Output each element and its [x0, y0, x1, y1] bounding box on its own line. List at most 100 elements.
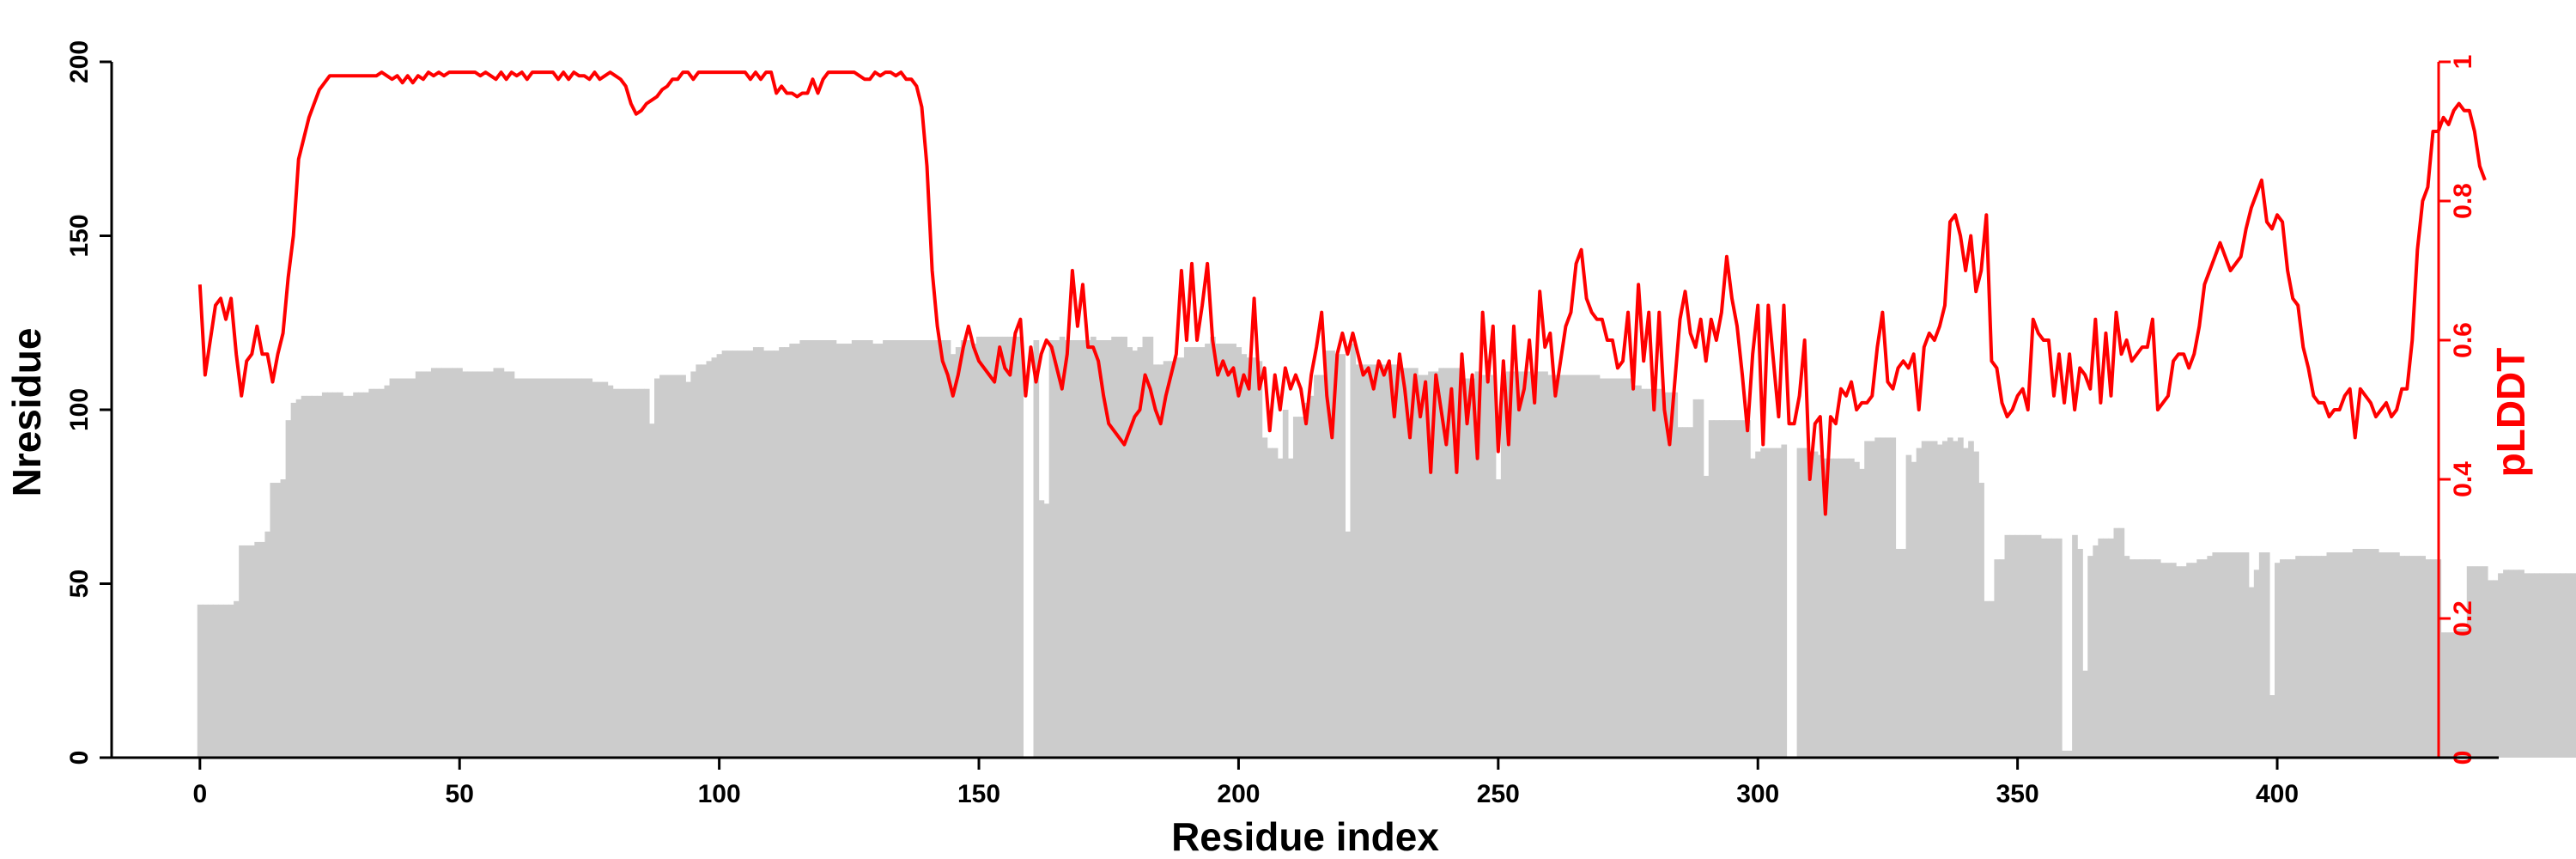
bar	[2372, 549, 2379, 758]
bar	[1479, 375, 1486, 758]
bar	[343, 395, 349, 758]
bar	[1137, 347, 1144, 758]
bar	[467, 371, 473, 758]
bar	[1667, 392, 1674, 758]
bar	[1656, 388, 1662, 758]
bar	[1319, 375, 1325, 758]
bar	[2160, 563, 2166, 758]
bar	[1428, 371, 1434, 758]
bar	[2362, 549, 2369, 758]
bar	[2035, 534, 2042, 758]
bar	[2258, 552, 2265, 758]
bar	[2367, 549, 2374, 758]
bar	[1188, 347, 1195, 758]
bar	[638, 388, 645, 758]
bar	[1048, 340, 1055, 758]
bar	[1205, 344, 1211, 758]
bar	[2025, 534, 2032, 758]
bar	[2072, 534, 2078, 758]
bar	[1200, 347, 1206, 758]
bar	[1728, 420, 1735, 758]
bar	[1614, 378, 1621, 758]
bar	[2518, 570, 2524, 758]
bar	[2342, 552, 2348, 758]
bar	[1905, 454, 1912, 758]
bar	[1443, 368, 1449, 758]
bar	[1116, 336, 1122, 758]
bar	[363, 392, 369, 758]
bar	[1127, 347, 1133, 758]
bar	[878, 344, 884, 758]
bar	[1267, 448, 1273, 758]
bar	[981, 336, 987, 758]
bar	[1599, 378, 1606, 758]
bar	[883, 340, 889, 758]
bar	[1558, 375, 1564, 758]
bar	[1537, 371, 1543, 758]
bar	[2243, 552, 2250, 758]
bar	[1817, 454, 1824, 758]
bar	[2134, 559, 2141, 758]
bar	[1096, 340, 1102, 758]
bar	[2050, 538, 2057, 758]
bar	[976, 336, 982, 758]
bar	[1101, 340, 1107, 758]
bar	[654, 378, 660, 758]
bar	[394, 378, 401, 758]
bar	[2399, 556, 2405, 758]
y2-tick-label: 1	[2449, 55, 2477, 70]
bar	[1682, 427, 1689, 758]
bar	[1542, 371, 1548, 758]
bar	[1386, 364, 1393, 758]
bar	[2191, 563, 2197, 758]
bar	[348, 395, 354, 758]
bar	[1381, 364, 1388, 758]
bar	[1246, 357, 1253, 758]
bar	[2440, 632, 2447, 758]
bar	[581, 378, 587, 758]
bar	[2466, 566, 2473, 758]
bar	[696, 364, 702, 758]
bar	[2352, 549, 2359, 758]
bar	[1760, 448, 1766, 758]
bar	[2212, 552, 2219, 758]
bar	[290, 402, 297, 758]
bar	[2082, 670, 2088, 758]
bar	[2456, 629, 2463, 758]
bar	[799, 340, 806, 758]
bar	[939, 340, 946, 758]
bar	[1365, 364, 1372, 758]
y-tick-label: 0	[65, 751, 94, 765]
bar	[1578, 375, 1585, 758]
bar	[1692, 399, 1699, 758]
bar	[1054, 340, 1060, 758]
bar	[1391, 364, 1398, 758]
bar	[820, 340, 827, 758]
bar	[1573, 375, 1580, 758]
bar	[2326, 552, 2333, 758]
bar	[498, 368, 505, 758]
bar	[1147, 336, 1154, 758]
bar	[1406, 368, 1413, 758]
bar	[2394, 552, 2400, 758]
bar	[1776, 448, 1783, 758]
bar	[2461, 629, 2468, 758]
bar	[1069, 340, 1076, 758]
bar	[488, 371, 495, 758]
bar	[1527, 371, 1533, 758]
bar	[763, 350, 769, 758]
bar	[534, 378, 541, 758]
bar	[2378, 552, 2385, 758]
bar	[769, 350, 775, 758]
bar	[2508, 570, 2514, 758]
bar	[2451, 632, 2458, 758]
bar	[1194, 347, 1200, 758]
bar	[1038, 500, 1045, 758]
y2-tick-label: 0.6	[2449, 322, 2477, 358]
bar	[2529, 573, 2536, 758]
bar	[2493, 580, 2499, 758]
bar	[1641, 388, 1647, 758]
bar	[2176, 566, 2182, 758]
x-tick-label: 0	[192, 780, 207, 808]
bar	[1532, 375, 1538, 758]
